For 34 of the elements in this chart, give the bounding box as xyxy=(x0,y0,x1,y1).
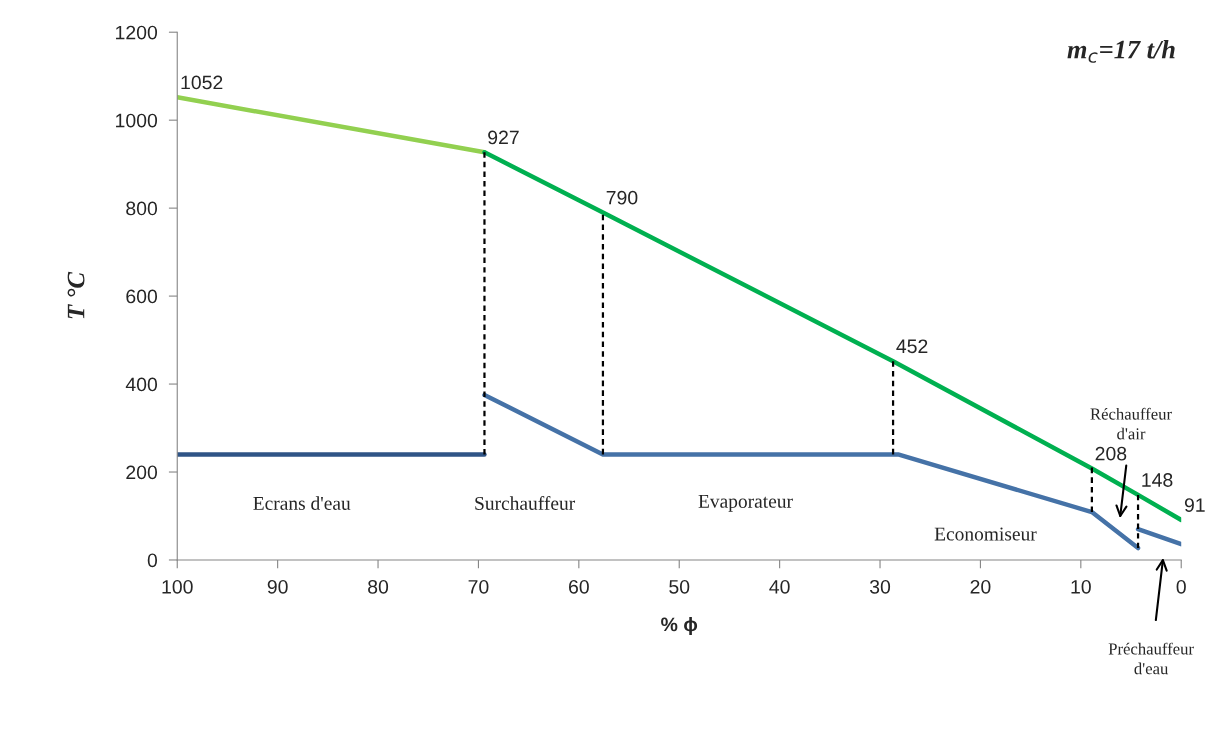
x-tick-label: 80 xyxy=(368,579,389,594)
x-tick-label: 0 xyxy=(1176,579,1186,594)
annotation: Ecrans d'eau xyxy=(253,496,351,510)
chart-title: m$_{c}$=17 t/h xyxy=(1067,39,1175,63)
text: Préchauffeur d'eau xyxy=(1108,642,1194,675)
y-tick-label: 1000 xyxy=(116,113,158,128)
y-tick-label: 200 xyxy=(126,465,158,480)
annotation: Economiseur xyxy=(934,527,1037,541)
y-tick-label: 600 xyxy=(126,289,158,304)
x-axis-title: % ϕ xyxy=(661,616,698,636)
y-axis-title: T °C xyxy=(67,271,85,319)
annotation: Réchauffeur d'air xyxy=(1090,407,1172,440)
x-tick-label: 60 xyxy=(569,579,589,594)
y-tick-label: 0 xyxy=(147,553,158,568)
x-tick-label: 100 xyxy=(162,579,193,594)
data-label: 452 xyxy=(896,339,928,354)
x-tick-label: 30 xyxy=(869,579,891,594)
x-tick-label: 90 xyxy=(267,579,288,594)
y-tick-label: 400 xyxy=(125,377,158,392)
data-label: 91 xyxy=(1184,498,1205,512)
data-label: 790 xyxy=(606,190,638,205)
y-tick-label: 1200 xyxy=(116,25,158,40)
data-label: 927 xyxy=(488,130,519,145)
x-tick-label: 20 xyxy=(970,579,991,594)
annotation: Evaporateur xyxy=(698,494,793,512)
y-tick-label: 800 xyxy=(126,201,158,216)
x-tick-label: 70 xyxy=(468,579,489,594)
data-label: 208 xyxy=(1095,446,1127,461)
x-tick-label: 40 xyxy=(769,579,790,594)
x-tick-label: 50 xyxy=(669,579,690,594)
data-label: 1052 xyxy=(181,75,223,90)
data-label: 148 xyxy=(1142,473,1173,487)
x-tick-label: 10 xyxy=(1071,579,1091,594)
annotation: Surchauffeur xyxy=(475,496,576,510)
